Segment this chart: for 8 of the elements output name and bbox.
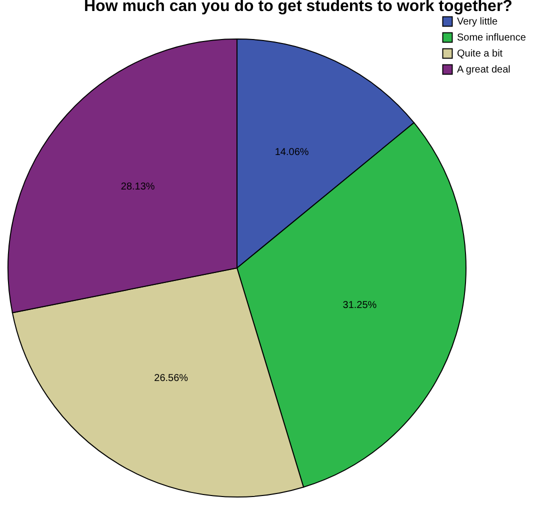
- legend-label: Quite a bit: [457, 48, 503, 60]
- data-label: 26.56%: [154, 373, 188, 384]
- legend-label: A great deal: [457, 64, 510, 76]
- data-label: 31.25%: [342, 300, 377, 312]
- data-label: 14.06%: [274, 147, 309, 158]
- legend-label: Very little: [457, 16, 498, 28]
- legend-label: Some influence: [457, 32, 526, 44]
- data-label: 28.13%: [120, 182, 155, 193]
